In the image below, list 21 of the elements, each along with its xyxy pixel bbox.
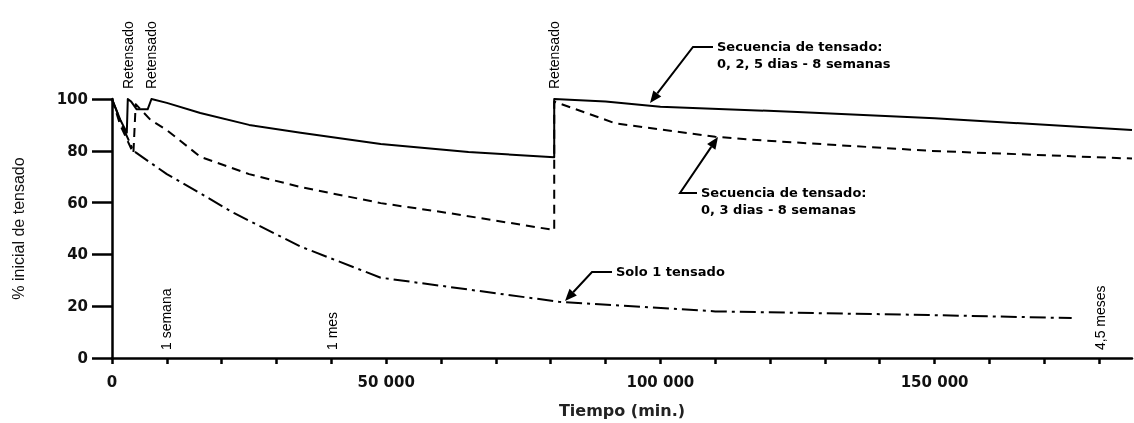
x-axis-title: Tiempo (min.) [558,400,686,420]
annotation: 1 mes [324,311,340,350]
y-tick-label: 60 [67,193,88,212]
annotation: Retensado [119,21,136,89]
y-tick-label: 100 [56,90,88,108]
y-tick-label: 20 [67,297,88,316]
y-tick-label: 40 [67,245,88,264]
text: Solo 1 tensado [616,264,725,279]
x-tick-label: 150 000 [900,372,969,391]
x-tick-label: 50 000 [357,372,415,391]
annotation: 4,5 meses [1092,285,1108,350]
y-axis-title: % inicial de tensado [9,157,27,300]
y-tick-label: 0 [77,349,88,367]
text: Secuencia de tensado: 0, 3 dias - 8 semanas [701,185,867,217]
y-tick-label: 80 [67,141,88,160]
annotation: Retensado [143,21,160,89]
text: Secuencia de tensado: 0, 2, 5 dias - 8 semanas [717,39,891,71]
x-tick-label: 100 000 [626,372,695,391]
annotation: Retensado [546,21,563,89]
x-tick-label: 0 [106,372,118,391]
annotation: 1 semana [158,288,174,350]
